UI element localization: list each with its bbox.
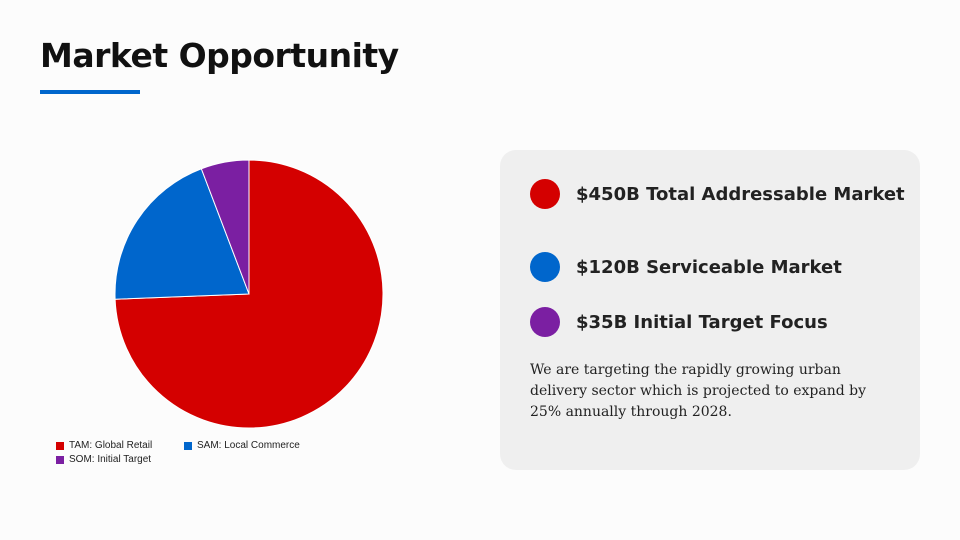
slice-sam (114, 168, 250, 300)
tam-item: $450B Total Addressable Market (530, 179, 905, 209)
slice-som (200, 159, 250, 295)
legend-label: TAM: Global Retail (69, 440, 153, 451)
market-summary-panel: $450B Total Addressable Market $120B Ser… (500, 150, 920, 470)
som-dot-icon (530, 307, 560, 337)
som-label: $35B Initial Target Focus (576, 311, 828, 333)
sam-item: $120B Serviceable Market (530, 252, 842, 282)
legend-label: SOM: Initial Target (69, 454, 152, 465)
legend-label: SAM: Local Commerce (197, 440, 300, 451)
sam-dot-icon (530, 252, 560, 282)
tam-dot-icon (530, 179, 560, 209)
legend-swatch (56, 455, 64, 464)
sam-label: $120B Serviceable Market (576, 256, 842, 278)
tam-label: $450B Total Addressable Market (576, 183, 905, 205)
legend-item-sam: SAM: Local Commerce (184, 440, 300, 451)
som-item: $35B Initial Target Focus (530, 307, 828, 337)
market-description: We are targeting the rapidly growing urb… (530, 362, 867, 420)
pie-chart (114, 159, 384, 429)
legend-swatch (56, 441, 64, 450)
title-underline (40, 90, 140, 94)
page-title: Market Opportunity (40, 36, 399, 75)
legend-item-tam: TAM: Global Retail (56, 440, 152, 451)
legend-item-som: SOM: Initial Target (56, 454, 151, 465)
legend-swatch (184, 441, 192, 450)
